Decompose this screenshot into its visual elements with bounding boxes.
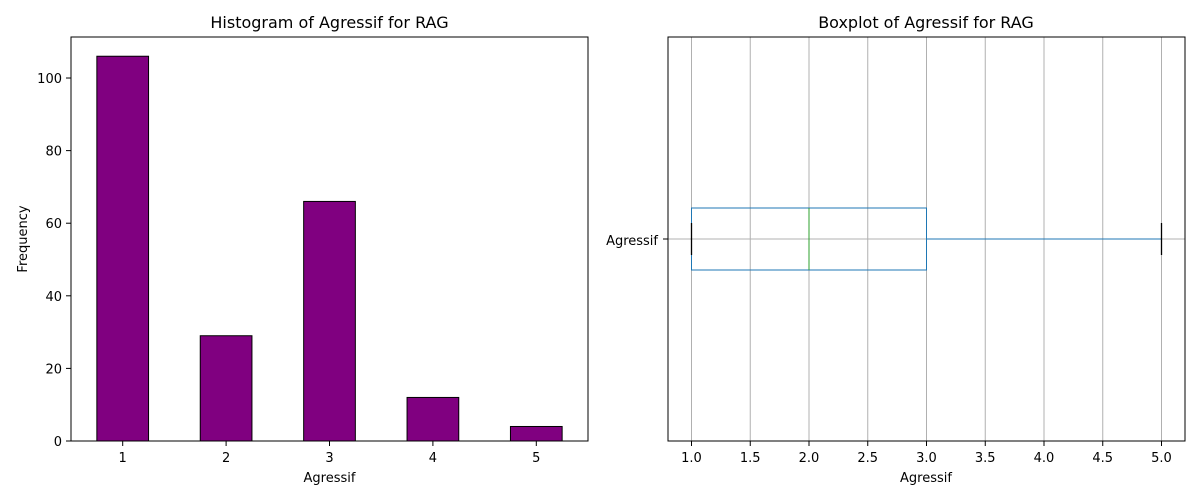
boxplot-x-tick-label: 4.0	[1034, 451, 1055, 466]
histogram-y-tick-label: 60	[45, 217, 62, 232]
boxplot-marks	[690, 207, 1163, 271]
histogram-y-axis-label: Frequency	[16, 205, 31, 272]
histogram-marks	[96, 55, 563, 442]
histogram-y-tick-label: 40	[45, 290, 62, 305]
boxplot-x-tick-label: 1.5	[740, 451, 761, 466]
boxplot-x-axis-label: Agressif	[900, 471, 952, 486]
histogram-y-tick-label: 80	[45, 145, 62, 160]
boxplot-x-tick-label: 5.0	[1151, 451, 1172, 466]
boxplot-x-tick-label: 4.5	[1092, 451, 1113, 466]
histogram-x-tick-label: 3	[325, 451, 333, 466]
boxplot-panel: Boxplot of Agressif for RAG 1.0 1.5 2.0 2.5…	[606, 13, 1186, 486]
histogram-x-axis-label: Agressif	[304, 471, 356, 486]
boxplot-title: Boxplot of Agressif for RAG	[818, 13, 1034, 32]
histogram-x-tick-label: 5	[532, 451, 540, 466]
histogram-x-tick-label: 4	[429, 451, 437, 466]
histogram-bar	[303, 200, 356, 442]
histogram-bar	[96, 55, 150, 442]
histogram-y-tick-label: 100	[37, 72, 62, 87]
histogram-bar	[406, 396, 460, 442]
boxplot-x-tick-label: 3.5	[975, 451, 996, 466]
histogram-bar	[199, 335, 253, 442]
boxplot-x-tick-label: 2.0	[799, 451, 820, 466]
boxplot-x-tick-label: 1.0	[681, 451, 702, 466]
histogram-y-tick-label: 20	[45, 362, 62, 377]
histogram-bar	[509, 425, 563, 442]
histogram-y-tick-label: 0	[54, 435, 62, 450]
boxplot-y-tick-label: Agressif	[606, 234, 658, 249]
histogram-x-tick-label: 1	[119, 451, 127, 466]
histogram-title: Histogram of Agressif for RAG	[210, 13, 448, 32]
histogram-ticks: 1 2 3 4 5 0 20 40 60 80 100	[37, 72, 540, 466]
boxplot-x-tick-label: 2.5	[857, 451, 878, 466]
boxplot-ticks: 1.0 1.5 2.0 2.5 3.0 3.5 4.0 4.5 5.0	[663, 238, 1172, 466]
histogram-panel: Histogram of Agressif for RAG 1 2 3 4 5 0 20 40…	[16, 13, 589, 486]
boxplot-x-tick-label: 3.0	[916, 451, 937, 466]
histogram-x-tick-label: 2	[222, 451, 230, 466]
